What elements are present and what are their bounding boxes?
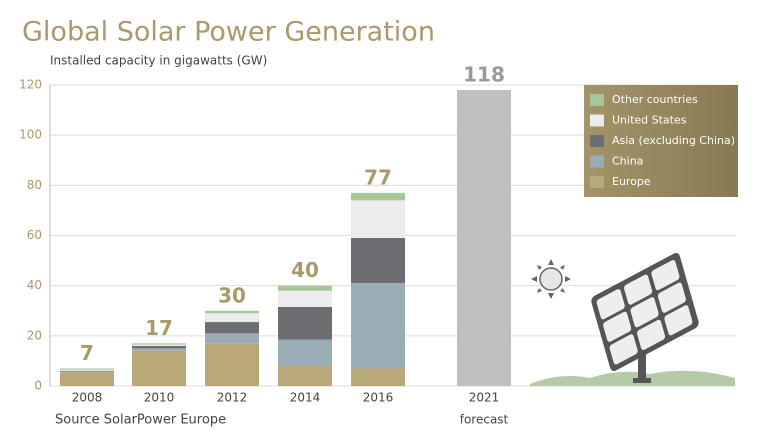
total-label: 17 (145, 316, 173, 340)
legend-swatch (590, 94, 604, 106)
total-label: 40 (291, 258, 319, 282)
bar-segment (132, 350, 186, 386)
forecast-label: forecast (460, 413, 509, 427)
y-tick-label: 0 (34, 379, 42, 393)
bar-segment (278, 285, 332, 291)
total-label: 77 (364, 165, 392, 189)
subtitle: Installed capacity in gigawatts (GW) (50, 54, 267, 68)
bar-segment (60, 368, 114, 370)
bar-segment (278, 306, 332, 340)
bar-segment (205, 313, 259, 323)
x-tick-label: 2012 (217, 391, 248, 405)
chart-title: Global Solar Power Generation (22, 17, 435, 48)
bar-segment (351, 200, 405, 239)
x-tick-label: 2021 (469, 391, 500, 405)
bar-segment (132, 344, 186, 346)
illustration (530, 252, 735, 386)
y-tick-label: 120 (19, 78, 42, 92)
bar-segment (60, 371, 114, 373)
legend-box (584, 85, 738, 197)
bar-segment (60, 370, 114, 372)
legend-swatch (590, 114, 604, 127)
bar-segment (132, 345, 186, 349)
bar-segment (132, 343, 186, 345)
bar-segment (351, 368, 405, 386)
bar-segment (205, 322, 259, 334)
bar-segment (278, 290, 332, 307)
legend-swatch (590, 155, 604, 168)
y-tick-label: 100 (19, 128, 42, 142)
legend-label: Asia (excluding China) (612, 134, 735, 147)
x-tick-label: 2010 (144, 391, 175, 405)
bar-segment (278, 365, 332, 386)
bar-segment (60, 372, 114, 386)
legend-label: Europe (612, 175, 651, 188)
bar-segment (351, 192, 405, 201)
total-label: 30 (218, 283, 246, 307)
total-label: 7 (80, 341, 94, 365)
bar-segment (205, 310, 259, 314)
legend-swatch (590, 135, 604, 147)
y-tick-label: 40 (27, 278, 42, 292)
legend-swatch (590, 176, 604, 188)
bar-segment (351, 283, 405, 369)
bar-segment (60, 369, 114, 371)
bar-segment (205, 333, 259, 344)
x-tick-label: 2014 (290, 391, 321, 405)
y-tick-label: 20 (27, 328, 42, 342)
y-tick-label: 60 (27, 228, 42, 242)
x-tick-label: 2008 (72, 391, 103, 405)
bar-segment (351, 238, 405, 284)
legend-label: China (612, 155, 643, 168)
forecast-total: 118 (463, 63, 505, 87)
bar-segment (205, 343, 259, 386)
bar-segment (278, 339, 332, 366)
bar-segment (132, 348, 186, 351)
source: Source SolarPower Europe (55, 413, 226, 428)
legend-label: Other countries (612, 93, 698, 106)
legend-label: United States (612, 114, 687, 127)
x-tick-label: 2016 (363, 391, 394, 405)
y-tick-label: 80 (27, 178, 42, 192)
forecast-bar (457, 90, 511, 387)
